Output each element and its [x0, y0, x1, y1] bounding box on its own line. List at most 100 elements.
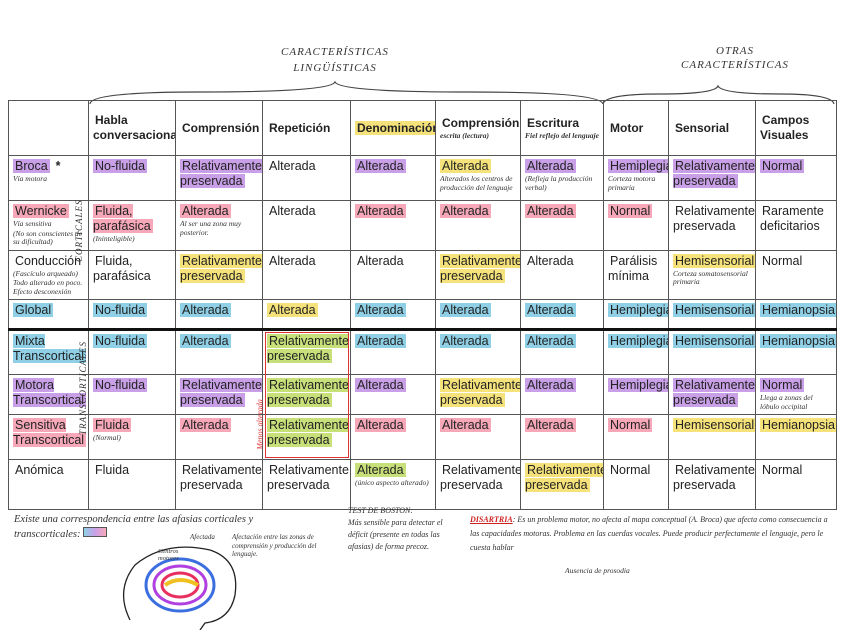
cell-text: Denominación [355, 120, 435, 135]
cell-text: Relativamente preservada [673, 463, 755, 492]
cell-text: Fluida [93, 418, 132, 432]
table-cell: Raramente deficitarios [755, 200, 837, 251]
note: DISARTRIA: Es un problema motor, no afec… [470, 513, 835, 555]
brain-label: Afectación entre las zonas de comprensió… [232, 533, 317, 558]
table-cell: Hemiplegia [603, 374, 669, 415]
cell-note: (Ininteligible) [93, 234, 135, 243]
table-cell: Alterada [350, 299, 436, 331]
cell-text: Hemiplegia [608, 303, 668, 317]
cell-text: No-fluida [93, 378, 148, 392]
cell-text: Normal [762, 463, 803, 477]
cell-text: Alterada [355, 204, 406, 218]
table-cell: Alterada [350, 249, 436, 300]
legend-swatch [83, 527, 108, 537]
table-row: Anómica Fluida Relativamente preservada Rel… [8, 459, 837, 510]
cell-text: Hemisensorial [673, 334, 755, 348]
cell-text: Escritura [527, 115, 580, 130]
table-cell: Relativamente preservada [668, 374, 756, 415]
cell-note: Corteza motora primaria [608, 174, 656, 192]
table-cell: No-fluida [88, 374, 176, 415]
cell-note: Fiel reflejo del lenguaje [525, 130, 599, 140]
table-cell: Alterada [520, 200, 604, 251]
row-name: Sensitiva Transcortical [8, 414, 89, 460]
table: Habla conversacional Comprensión Repetició… [8, 100, 837, 510]
cell-text: Normal [760, 378, 805, 392]
table-cell: Relativamente preservada [262, 329, 351, 375]
table-cell: Relativamente preservada [175, 459, 263, 510]
cell-text: No-fluida [93, 334, 148, 348]
table-cell: Hemiplegia [603, 329, 669, 375]
cell-text: Normal [610, 463, 651, 477]
table-cell: No-fluida [88, 299, 176, 331]
table-cell: Fluida, parafásica [88, 249, 176, 300]
cell-text: Relativamente preservada [267, 378, 349, 407]
table-cell: Hemianopsia [755, 299, 837, 331]
cell-text: Broca [13, 159, 50, 173]
cell-text: Global [13, 303, 54, 317]
table-cell: Normal Llega a zonas del lóbulo occipital [755, 374, 837, 415]
table-cell: Alterada [520, 299, 604, 331]
cell-note: (Normal) [93, 433, 121, 442]
cell-text: Hemisensorial [673, 418, 755, 432]
cell-text: Fluida [95, 463, 130, 477]
cell-text: Hemianopsia [760, 418, 836, 432]
table-cell: Alterada (único aspecto alterado) [350, 459, 436, 510]
table-row: Mixta Transcortical No-fluida Alterada Rela… [8, 329, 837, 375]
cell-text: Hemianopsia [760, 303, 836, 317]
table-cell: Hemisensorial [668, 414, 756, 460]
note-title: TEST DE BOSTON: [348, 506, 414, 515]
table-cell: Normal [755, 155, 837, 201]
table-cell: Hemiplegia [603, 299, 669, 331]
cell-text: Alterada [525, 303, 576, 317]
braces [89, 80, 835, 105]
cell-text: Normal [760, 159, 805, 173]
cell-note: (Fascículo arqueado) [13, 268, 78, 278]
cell-text: Alterada [440, 303, 491, 317]
cell-text: Normal [762, 253, 803, 268]
cell-text: Alterada [355, 334, 406, 348]
cell-text: Normal [608, 418, 653, 432]
header-cell: Comprensión [175, 100, 263, 156]
cell-text: Sensorial [675, 120, 730, 135]
table-row: Motora Transcortical No-fluida Relativamen… [8, 374, 837, 415]
table-cell: Alterada [435, 414, 521, 460]
table-cell: Alterada [262, 299, 351, 331]
table-cell: Fluida, parafásica (Ininteligible) [88, 200, 176, 251]
table-cell: Relativamente preservada [668, 200, 756, 251]
annotation: CARACTERÍSTICAS LINGÜÍSTICAS [281, 46, 389, 74]
table-cell: Alterada [175, 299, 263, 331]
header-row: Habla conversacional Comprensión Repetició… [8, 100, 837, 156]
table-cell: Relativamente preservada [262, 414, 351, 460]
cell-text: Relativamente preservada [525, 463, 603, 492]
cell-note: Vía motora [13, 174, 47, 183]
cell-text: Alterada [440, 418, 491, 432]
cell-text: Relativamente preservada [180, 378, 262, 407]
cell-text: Hemisensorial [673, 253, 755, 268]
table-cell: Relativamente preservada [668, 155, 756, 201]
table-cell: Alterada [350, 329, 436, 375]
note: Ausencia de prosodia [565, 566, 630, 575]
table-row: Sensitiva Transcortical Fluida (Normal) Alt… [8, 414, 837, 460]
cell-text: Alterada [355, 418, 406, 432]
table-cell: Relativamente preservada [175, 249, 263, 300]
table-cell: Hemisensorial [668, 299, 756, 331]
table-row: Wernicke Vía sensitiva (No son conscientes… [8, 200, 837, 251]
cell-note: Al ser una zona muy posterior. [180, 219, 242, 237]
cell-text: Hemisensorial [673, 303, 755, 317]
note-text: : Es un problema motor, no afecta al map… [470, 515, 828, 552]
cell-text: Relativamente preservada [267, 463, 349, 492]
header-cell: Escritura Fiel reflejo del lenguaje [520, 100, 604, 156]
table-row: Conducción (Fascículo arqueado) Todo alter… [8, 249, 837, 300]
cell-text: Alterada [180, 204, 231, 218]
table-cell: Alterada [350, 155, 436, 201]
cell-text: Alterada [180, 303, 231, 317]
cell-text: Relativamente preservada [180, 159, 262, 188]
table-cell: Alterada [175, 329, 263, 375]
cell-text: Alterada [527, 253, 574, 268]
cell-text: Relativamente preservada [267, 418, 349, 447]
row-name: Motora Transcortical [8, 374, 89, 415]
cell-text: Fluida, parafásica [93, 253, 151, 283]
table-cell: Relativamente preservada [668, 459, 756, 510]
table-cell: Fluida (Normal) [88, 414, 176, 460]
